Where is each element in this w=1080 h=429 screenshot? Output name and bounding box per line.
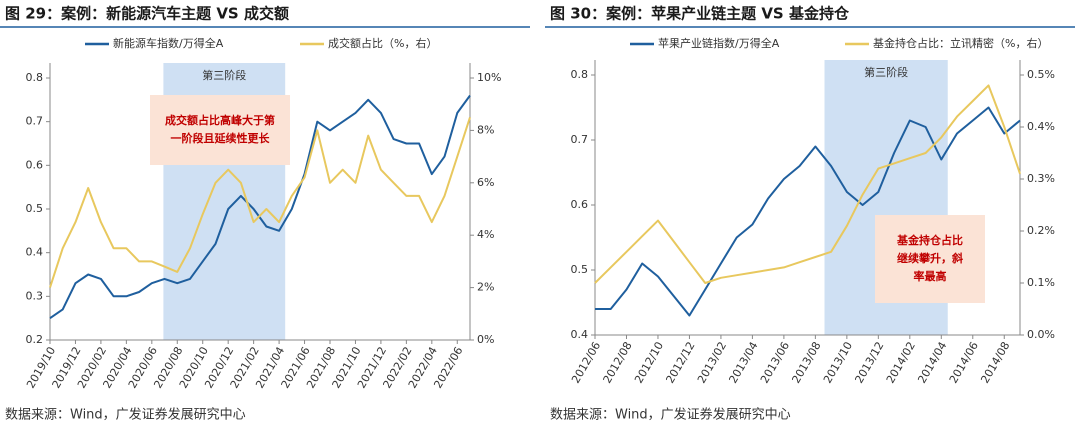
x-tick-label: 2012/06	[569, 340, 603, 386]
chart-panel: 图 30：案例：苹果产业链主题 VS 基金持仓数据来源：Wind，广发证券发展研…	[545, 5, 1075, 423]
chart-panel: 图 29：案例：新能源汽车主题 VS 成交额数据来源：Wind，广发证券发展研究…	[0, 5, 530, 423]
y2-tick-label: 0.0%	[1027, 328, 1055, 341]
y2-tick-label: 0.3%	[1027, 172, 1055, 185]
y2-tick-label: 2%	[477, 281, 494, 294]
legend-label: 新能源车指数/万得全A	[113, 36, 224, 50]
series-line	[49, 94, 471, 320]
x-tick-label: 2013/04	[726, 340, 760, 386]
y-tick-label: 0.7	[26, 115, 44, 128]
series-line	[594, 84, 1021, 284]
x-tick-label: 2013/08	[789, 340, 823, 386]
y2-tick-label: 0.4%	[1027, 120, 1055, 133]
y-tick-label: 0.5	[571, 263, 589, 276]
chart-title: 图 30：案例：苹果产业链主题 VS 基金持仓	[550, 5, 850, 23]
legend-label: 苹果产业链指数/万得全A	[658, 36, 780, 50]
legend-label: 基金持仓占比：立讯精密（%，右）	[873, 36, 1048, 50]
x-tick-label: 2014/08	[978, 340, 1012, 386]
annotation-text: 一阶段且延续性更长	[171, 131, 271, 145]
legend-label: 成交额占比（%，右）	[328, 36, 437, 50]
annotation-text: 基金持仓占比	[896, 233, 963, 247]
x-tick-label: 2013/12	[852, 340, 886, 386]
y2-tick-label: 0.5%	[1027, 68, 1055, 81]
x-tick-label: 2013/06	[758, 340, 792, 386]
x-tick-label: 2014/04	[915, 340, 949, 386]
chart-title: 图 29：案例：新能源汽车主题 VS 成交额	[5, 5, 289, 23]
y2-tick-label: 4%	[477, 228, 494, 241]
y-tick-label: 0.6	[26, 158, 44, 171]
y2-tick-label: 10%	[477, 71, 501, 84]
annotation-text: 率最高	[914, 269, 947, 283]
source: 数据来源：Wind，广发证券发展研究中心	[550, 407, 791, 423]
x-tick-label: 2012/08	[601, 340, 635, 386]
annotation-box	[875, 215, 985, 303]
y2-tick-label: 6%	[477, 176, 494, 189]
x-tick-label: 2013/02	[695, 340, 729, 386]
x-tick-label: 2013/10	[821, 340, 855, 386]
y-tick-label: 0.5	[26, 202, 44, 215]
annotation-text: 成交额占比高峰大于第	[165, 113, 275, 127]
y-tick-label: 0.4	[571, 328, 589, 341]
y-tick-label: 0.6	[571, 198, 589, 211]
annotation-box	[150, 95, 290, 165]
series-line	[49, 116, 471, 288]
y2-tick-label: 8%	[477, 123, 494, 136]
x-tick-label: 2012/10	[632, 340, 666, 386]
series-line	[595, 106, 1021, 317]
x-tick-label: 2012/12	[664, 340, 698, 386]
y2-tick-label: 0%	[477, 333, 494, 346]
y-tick-label: 0.3	[26, 289, 44, 302]
source: 数据来源：Wind，广发证券发展研究中心	[5, 407, 246, 423]
y2-tick-label: 0.1%	[1027, 276, 1055, 289]
y-tick-label: 0.8	[571, 68, 589, 81]
y-tick-label: 0.8	[26, 71, 44, 84]
annotation-text: 继续攀升，斜	[897, 251, 963, 265]
y-tick-label: 0.2	[26, 333, 44, 346]
y-tick-label: 0.7	[571, 133, 589, 146]
y-tick-label: 0.4	[26, 246, 44, 259]
x-tick-label: 2014/06	[947, 340, 981, 386]
x-tick-label: 2014/02	[884, 340, 918, 386]
shade-label: 第三阶段	[864, 65, 908, 79]
shade-label: 第三阶段	[202, 68, 246, 82]
y2-tick-label: 0.2%	[1027, 224, 1055, 237]
